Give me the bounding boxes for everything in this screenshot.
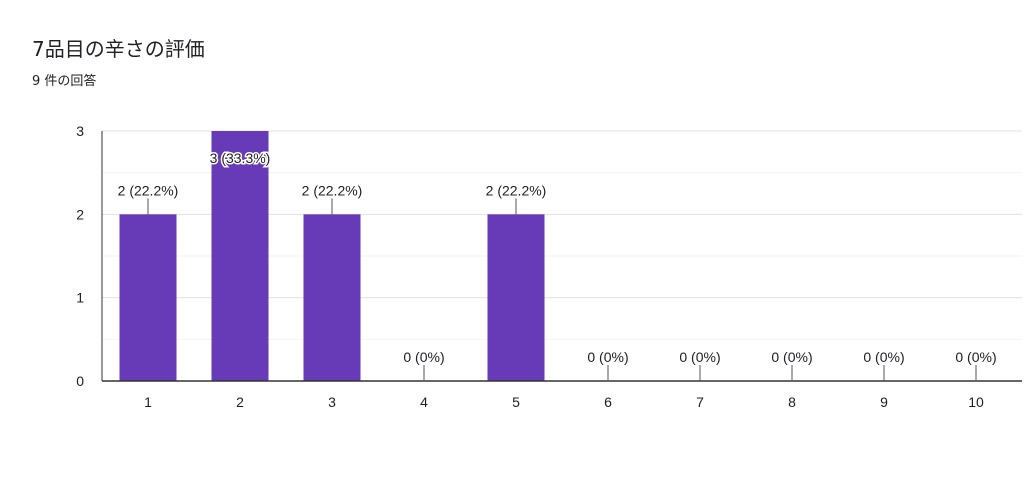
bar <box>119 214 177 381</box>
y-tick-label: 1 <box>76 290 84 306</box>
y-tick-label: 2 <box>76 206 84 222</box>
x-tick-label: 7 <box>696 394 704 410</box>
x-tick-label: 3 <box>328 394 336 410</box>
x-tick-label: 2 <box>236 394 244 410</box>
data-label: 0 (0%) <box>863 349 904 365</box>
chart-title: 7品目の辛さの評価 <box>32 37 205 61</box>
data-label: 2 (22.2%) <box>302 182 363 198</box>
x-tick-label: 6 <box>604 394 612 410</box>
x-tick-label: 5 <box>512 394 520 410</box>
data-label: 2 (22.2%) <box>486 182 547 198</box>
data-label: 0 (0%) <box>587 349 628 365</box>
data-label: 0 (0%) <box>403 349 444 365</box>
x-tick-label: 8 <box>788 394 796 410</box>
data-label: 0 (0%) <box>679 349 720 365</box>
x-tick-label: 4 <box>420 394 428 410</box>
data-label: 0 (0%) <box>771 349 812 365</box>
bar <box>303 214 361 381</box>
data-label: 3 (33.3%) <box>210 150 271 166</box>
data-label: 0 (0%) <box>955 349 996 365</box>
response-count: 9 件の回答 <box>32 74 97 89</box>
x-tick-label: 10 <box>968 394 984 410</box>
bar <box>211 131 269 381</box>
y-tick-label: 0 <box>76 373 84 389</box>
data-label: 2 (22.2%) <box>118 182 179 198</box>
y-tick-label: 3 <box>76 123 84 139</box>
x-tick-label: 1 <box>144 394 152 410</box>
x-tick-label: 9 <box>880 394 888 410</box>
bar <box>487 214 545 381</box>
